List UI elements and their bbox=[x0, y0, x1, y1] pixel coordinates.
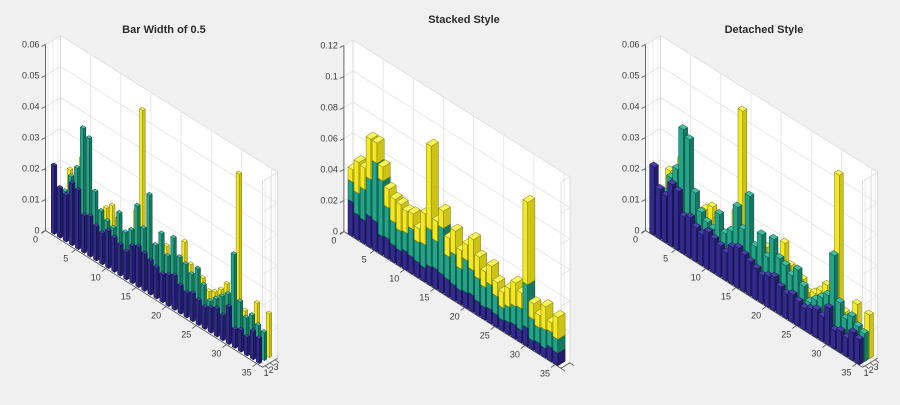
svg-text:0: 0 bbox=[333, 227, 338, 237]
svg-text:0.04: 0.04 bbox=[320, 165, 338, 175]
svg-text:35: 35 bbox=[242, 368, 252, 378]
svg-text:5: 5 bbox=[362, 255, 367, 265]
svg-text:1: 1 bbox=[864, 368, 869, 378]
svg-text:0.02: 0.02 bbox=[622, 164, 640, 174]
svg-text:25: 25 bbox=[181, 330, 191, 340]
svg-text:25: 25 bbox=[480, 331, 490, 341]
svg-text:35: 35 bbox=[540, 369, 550, 379]
svg-text:10: 10 bbox=[91, 273, 101, 283]
svg-text:1: 1 bbox=[264, 368, 269, 378]
svg-text:15: 15 bbox=[121, 292, 131, 302]
svg-text:30: 30 bbox=[211, 349, 221, 359]
svg-text:0.05: 0.05 bbox=[22, 71, 40, 81]
svg-text:0.02: 0.02 bbox=[320, 196, 338, 206]
svg-text:5: 5 bbox=[63, 254, 68, 264]
svg-text:2: 2 bbox=[269, 365, 274, 375]
svg-text:35: 35 bbox=[841, 368, 851, 378]
svg-text:0.12: 0.12 bbox=[320, 41, 338, 51]
svg-text:0.1: 0.1 bbox=[325, 72, 338, 82]
svg-text:20: 20 bbox=[751, 311, 761, 321]
svg-text:10: 10 bbox=[691, 273, 701, 283]
svg-text:0.01: 0.01 bbox=[22, 195, 40, 205]
svg-text:25: 25 bbox=[781, 330, 791, 340]
svg-text:3: 3 bbox=[874, 362, 879, 372]
svg-text:0.06: 0.06 bbox=[22, 40, 40, 50]
chart-title-detached: Detached Style bbox=[724, 24, 804, 36]
svg-text:15: 15 bbox=[721, 292, 731, 302]
svg-text:10: 10 bbox=[389, 274, 399, 284]
svg-text:0: 0 bbox=[331, 236, 336, 246]
svg-text:3: 3 bbox=[274, 362, 279, 372]
chart-title-bar-width: Bar Width of 0.5 bbox=[122, 24, 206, 36]
svg-text:0.06: 0.06 bbox=[320, 134, 338, 144]
svg-text:0.04: 0.04 bbox=[622, 102, 640, 112]
svg-text:0: 0 bbox=[33, 235, 38, 245]
svg-text:0.01: 0.01 bbox=[622, 195, 640, 205]
svg-text:0.04: 0.04 bbox=[22, 102, 40, 112]
svg-text:2: 2 bbox=[869, 365, 874, 375]
svg-text:0.03: 0.03 bbox=[622, 133, 640, 143]
svg-text:0.02: 0.02 bbox=[22, 164, 40, 174]
svg-text:0: 0 bbox=[634, 226, 639, 236]
svg-text:30: 30 bbox=[811, 349, 821, 359]
svg-text:20: 20 bbox=[151, 311, 161, 321]
svg-text:0.03: 0.03 bbox=[22, 133, 40, 143]
svg-text:5: 5 bbox=[663, 254, 668, 264]
svg-text:15: 15 bbox=[419, 293, 429, 303]
svg-text:0.05: 0.05 bbox=[622, 71, 640, 81]
svg-text:0.06: 0.06 bbox=[622, 40, 640, 50]
chart-title-stacked: Stacked Style bbox=[428, 14, 500, 26]
svg-text:20: 20 bbox=[450, 312, 460, 322]
svg-text:0.08: 0.08 bbox=[320, 103, 338, 113]
svg-text:0: 0 bbox=[34, 226, 39, 236]
svg-text:0: 0 bbox=[633, 235, 638, 245]
svg-text:30: 30 bbox=[510, 350, 520, 360]
